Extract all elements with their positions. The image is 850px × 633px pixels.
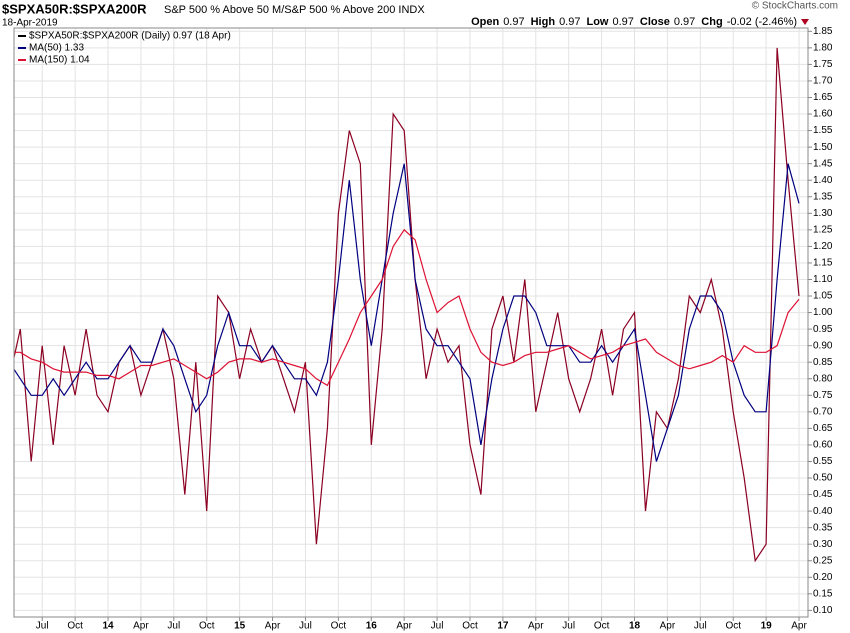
x-tick-label: 15: [234, 621, 246, 632]
legend-label: MA(150) 1.04: [29, 55, 90, 66]
x-tick-label: Apr: [528, 621, 544, 632]
y-tick-label: 1.45: [813, 158, 833, 169]
quote-value: 0.97: [559, 16, 580, 28]
y-tick-label: 0.70: [813, 406, 833, 417]
x-tick-label: Jul: [431, 621, 444, 632]
quote-label: Low: [586, 16, 608, 28]
x-tick-label: Jul: [562, 621, 575, 632]
quote-value: 0.97: [503, 16, 524, 28]
x-tick-label: Apr: [660, 621, 676, 632]
x-tick-label: Jul: [36, 621, 49, 632]
y-tick-label: 0.85: [813, 357, 833, 368]
y-tick-label: 0.45: [813, 489, 833, 500]
y-tick-label: 1.75: [813, 59, 833, 70]
y-tick-label: 1.65: [813, 92, 833, 103]
x-tick-label: Oct: [725, 621, 741, 632]
x-tick-label: 18: [629, 621, 641, 632]
x-tick-label: 16: [366, 621, 378, 632]
y-tick-label: 0.95: [813, 324, 833, 335]
down-arrow: [801, 19, 809, 25]
x-tick-label: Apr: [265, 621, 281, 632]
x-tick-label: 17: [497, 621, 509, 632]
y-tick-label: 0.75: [813, 390, 833, 401]
y-tick-label: 1.25: [813, 224, 833, 235]
series-line: [14, 163, 800, 462]
y-tick-label: 1.85: [813, 26, 833, 37]
grid: [14, 28, 808, 617]
x-tick-label: Oct: [67, 621, 83, 632]
date: 18-Apr-2019: [2, 18, 58, 29]
y-tick-label: 0.40: [813, 506, 833, 517]
y-tick-label: 0.10: [813, 605, 833, 616]
y-tick-label: 0.50: [813, 473, 833, 484]
x-tick-label: Oct: [199, 621, 215, 632]
y-tick-label: 1.30: [813, 208, 833, 219]
y-tick-label: 0.65: [813, 423, 833, 434]
y-tick-label: 1.80: [813, 42, 833, 53]
y-tick-label: 0.60: [813, 440, 833, 451]
y-tick-label: 1.70: [813, 76, 833, 87]
y-tick-label: 0.35: [813, 522, 833, 533]
quote-value: 0.97: [674, 16, 695, 28]
y-tick-label: 1.35: [813, 191, 833, 202]
x-tick-label: Apr: [791, 621, 807, 632]
description: S&P 500 % Above 50 M/S&P 500 % Above 200…: [164, 4, 425, 16]
x-tick-label: Oct: [594, 621, 610, 632]
x-tick-label: Jul: [167, 621, 180, 632]
x-tick-label: Oct: [462, 621, 478, 632]
legend: $SPXA50R:$SPXA200R (Daily) 0.97 (18 Apr)…: [18, 31, 231, 66]
series-line: [14, 228, 800, 387]
y-tick-label: 0.80: [813, 373, 833, 384]
y-tick-label: 0.15: [813, 588, 833, 599]
y-tick-label: 1.55: [813, 125, 833, 136]
y-tick-label: 1.15: [813, 258, 833, 269]
plot: [14, 47, 800, 563]
y-tick-label: 0.25: [813, 555, 833, 566]
symbol: $SPXA50R:$SPXA200R: [2, 1, 147, 16]
quote-label: Open: [471, 16, 499, 28]
y-tick-label: 1.50: [813, 142, 833, 153]
x-tick-label: 19: [761, 621, 773, 632]
x-tick-label: Oct: [331, 621, 347, 632]
legend-label: MA(50) 1.33: [29, 43, 84, 54]
plot-frame: [13, 27, 809, 618]
y-tick-label: 1.60: [813, 109, 833, 120]
x-tick-label: Jul: [299, 621, 312, 632]
x-tick-label: Apr: [133, 621, 149, 632]
y-tick-label: 1.10: [813, 274, 833, 285]
y-tick-label: 0.90: [813, 340, 833, 351]
quote: Open 0.97 High 0.97 Low 0.97 Close 0.97 Chg -0.02…: [471, 16, 797, 28]
x-tick-label: Apr: [396, 621, 412, 632]
y-tick-label: 0.30: [813, 539, 833, 550]
quote-label: High: [531, 16, 556, 28]
y-tick-label: 1.20: [813, 241, 833, 252]
x-tick-label: 14: [102, 621, 114, 632]
y-tick-label: 0.20: [813, 572, 833, 583]
y-tick-label: 1.05: [813, 291, 833, 302]
quote-value: -0.02 (-2.46%): [727, 16, 797, 28]
y-tick-label: 0.55: [813, 456, 833, 467]
y-tick-label: 1.40: [813, 175, 833, 186]
quote-label: Close: [640, 16, 670, 28]
x-tick-label: Jul: [694, 621, 707, 632]
quote-value: 0.97: [612, 16, 633, 28]
quote-label: Chg: [701, 16, 722, 28]
y-tick-label: 1.00: [813, 307, 833, 318]
copyright: © StockCharts.com: [752, 1, 838, 12]
legend-label: $SPXA50R:$SPXA200R (Daily) 0.97 (18 Apr): [29, 31, 231, 42]
